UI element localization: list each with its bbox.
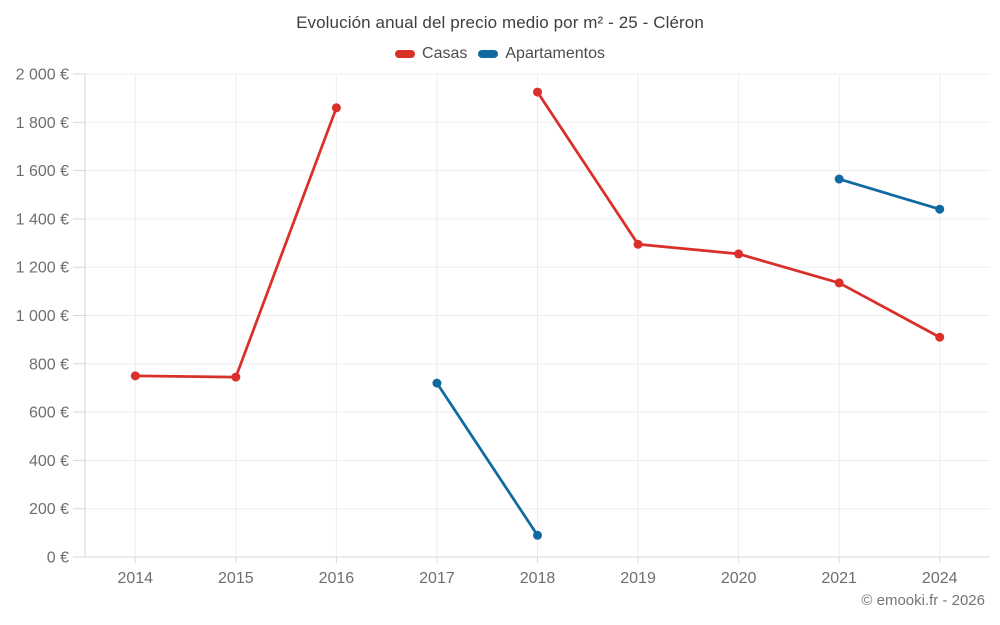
x-axis-label: 2014 (117, 570, 153, 587)
point-casas-2014[interactable] (130, 371, 140, 381)
y-axis-label: 2 000 € (16, 67, 69, 84)
y-axis-label: 1 200 € (16, 260, 69, 277)
legend-swatch-casas-icon (395, 50, 416, 58)
y-axis-label: 0 € (47, 550, 69, 567)
point-apartamentos-2024[interactable] (935, 204, 945, 214)
y-axis-label: 200 € (29, 501, 69, 518)
x-axis-label: 2016 (319, 570, 355, 587)
y-axis-label: 1 600 € (16, 163, 69, 180)
point-casas-2019[interactable] (633, 239, 643, 249)
point-casas-2021[interactable] (834, 278, 844, 288)
point-apartamentos-2018[interactable] (533, 530, 542, 540)
y-axis-label: 1 400 € (16, 211, 69, 228)
point-apartamentos-2017[interactable] (432, 378, 442, 388)
legend-label-apartamentos: Apartamentos (505, 45, 605, 62)
legend-swatch-apartamentos-icon (478, 50, 499, 58)
y-axis-label: 1 000 € (16, 308, 69, 325)
series-line-apartamentos (837, 177, 942, 211)
point-casas-2024[interactable] (935, 332, 945, 342)
point-casas-2016[interactable] (331, 103, 341, 113)
x-axis-label: 2017 (419, 570, 455, 587)
x-axis-label: 2024 (922, 570, 958, 587)
point-casas-2015[interactable] (231, 372, 241, 382)
legend-item-apartamentos[interactable]: Apartamentos (478, 45, 605, 63)
x-axis-label: 2021 (821, 570, 857, 587)
x-axis-label: 2018 (520, 570, 556, 587)
x-axis-label: 2015 (218, 570, 254, 587)
y-axis-label: 800 € (29, 356, 69, 373)
legend: Casas Apartamentos (0, 43, 1000, 65)
y-axis-label: 1 800 € (16, 115, 69, 132)
y-axis-label: 600 € (29, 405, 69, 422)
copyright-text: © emooki.fr - 2026 (861, 592, 985, 609)
y-axis-label: 400 € (29, 453, 69, 470)
x-axis-label: 2019 (620, 570, 656, 587)
chart-title: Evolución anual del precio medio por m² … (296, 13, 704, 32)
point-casas-2020[interactable] (734, 249, 744, 259)
legend-label-casas: Casas (422, 45, 468, 62)
point-casas-2018[interactable] (533, 87, 542, 97)
x-axis-label: 2020 (721, 570, 757, 587)
legend-item-casas[interactable]: Casas (395, 45, 467, 63)
point-apartamentos-2021[interactable] (834, 174, 844, 184)
series-line-apartamentos (435, 381, 539, 537)
